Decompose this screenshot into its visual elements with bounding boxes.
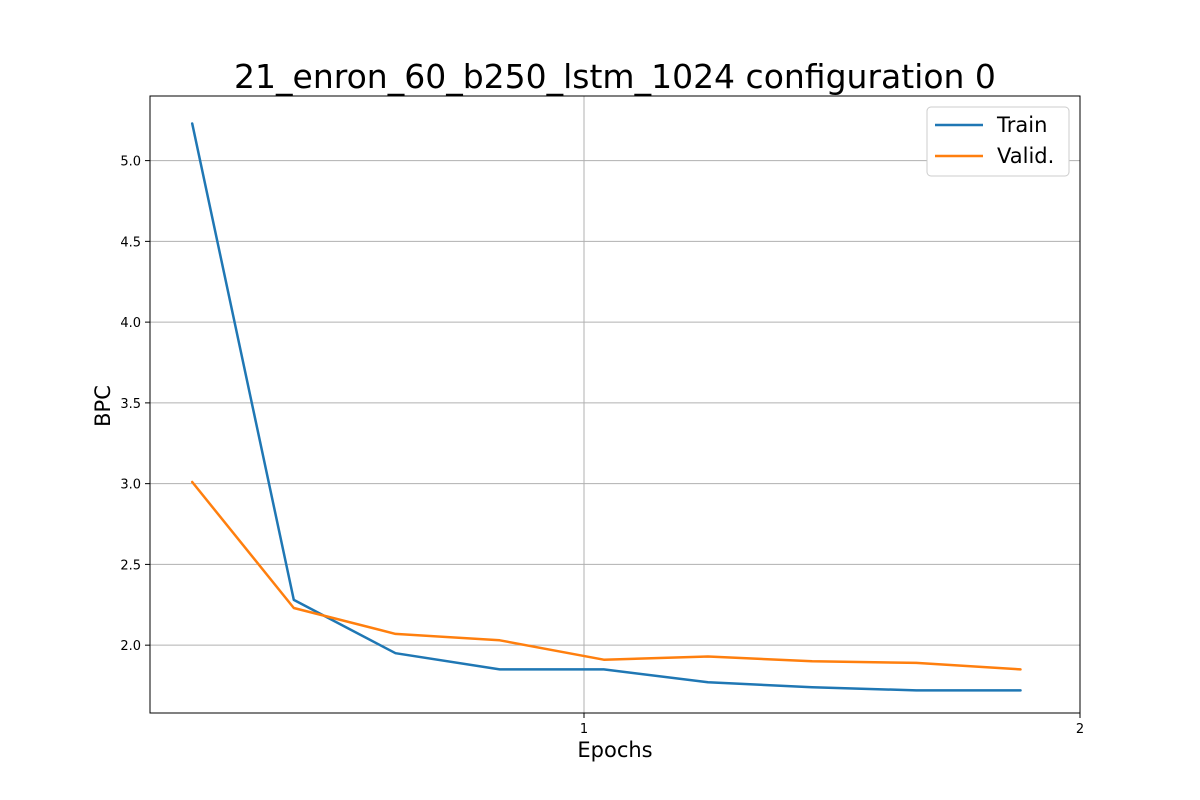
y-tick-label: 2.5 bbox=[120, 558, 141, 573]
y-tick-label: 2.0 bbox=[120, 639, 141, 654]
y-tick-label: 5.0 bbox=[120, 155, 141, 170]
legend-label-valid: Valid. bbox=[997, 144, 1054, 168]
x-tick-label: 2 bbox=[1076, 722, 1084, 737]
axis-ticks: 2.0 2.5 3.0 3.5 4.0 4.5 5.0 1 2 bbox=[120, 155, 1084, 737]
y-tick-label: 3.0 bbox=[120, 478, 141, 493]
grid-lines bbox=[150, 96, 1081, 713]
y-axis-label: BPC bbox=[91, 385, 115, 427]
y-tick-label: 4.5 bbox=[120, 235, 141, 250]
legend-label-train: Train bbox=[996, 113, 1047, 137]
chart-title: 21_enron_60_b250_lstm_1024 configuration… bbox=[234, 57, 996, 96]
series-line-valid bbox=[190, 480, 1022, 671]
y-tick-label: 3.5 bbox=[120, 397, 141, 412]
y-tick-label: 4.0 bbox=[120, 316, 141, 331]
x-axis-label: Epochs bbox=[577, 738, 652, 762]
plot-area bbox=[149, 95, 1081, 714]
series-line-train bbox=[190, 122, 1022, 692]
legend: Train Valid. bbox=[926, 106, 1070, 177]
x-tick-label: 1 bbox=[580, 722, 588, 737]
series-lines bbox=[190, 122, 1022, 692]
